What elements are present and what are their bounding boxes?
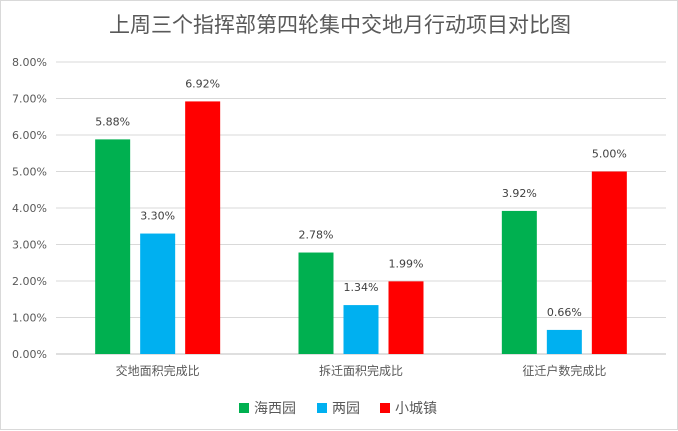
data-label: 5.88%	[95, 115, 130, 128]
data-label: 0.66%	[547, 306, 582, 319]
bar	[95, 139, 131, 354]
data-label: 2.78%	[299, 229, 334, 242]
chart-title: 上周三个指挥部第四轮集中交地月行动项目对比图	[109, 13, 571, 37]
y-tick-label: 3.00%	[12, 239, 47, 252]
legend-swatch	[317, 403, 327, 413]
x-tick-label: 交地面积完成比	[116, 363, 200, 378]
legend-label: 海西园	[254, 401, 296, 417]
y-tick-label: 2.00%	[12, 275, 47, 288]
legend-swatch	[380, 403, 390, 413]
legend-label: 两园	[332, 401, 360, 417]
data-label: 3.30%	[140, 210, 175, 223]
data-label: 6.92%	[185, 77, 220, 90]
bar	[298, 252, 334, 354]
bar	[591, 171, 627, 354]
y-tick-label: 7.00%	[12, 93, 47, 106]
x-tick-label: 拆迁面积完成比	[319, 363, 403, 378]
data-label: 1.99%	[389, 257, 424, 270]
data-label: 1.34%	[344, 281, 379, 294]
bar	[185, 101, 221, 354]
y-tick-label: 5.00%	[12, 166, 47, 179]
bar	[343, 305, 379, 354]
data-label: 3.92%	[502, 187, 537, 200]
y-tick-label: 1.00%	[12, 312, 47, 325]
legend-label: 小城镇	[395, 401, 437, 417]
y-tick-label: 8.00%	[12, 56, 47, 69]
x-tick-label: 征迁户数完成比	[522, 363, 606, 378]
bar	[501, 210, 537, 354]
legend-swatch	[239, 403, 249, 413]
data-label: 5.00%	[592, 148, 627, 161]
y-tick-label: 4.00%	[12, 202, 47, 215]
bar	[388, 281, 424, 354]
y-tick-label: 6.00%	[12, 129, 47, 142]
bar	[140, 233, 176, 354]
y-tick-label: 0.00%	[12, 348, 47, 361]
bar	[546, 329, 582, 354]
